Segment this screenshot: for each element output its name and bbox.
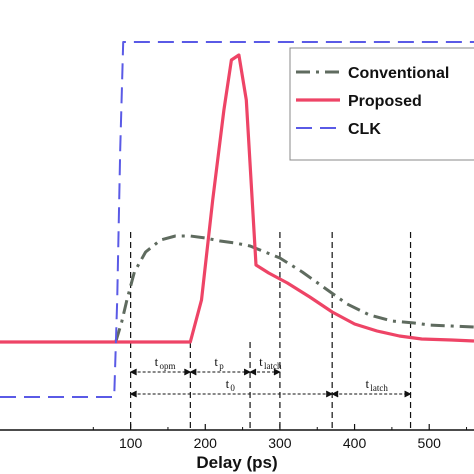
interval-arrow-left: [331, 390, 339, 398]
legend-label: Conventional: [348, 65, 449, 82]
x-tick-label: 500: [418, 435, 442, 451]
interval-label: t: [366, 376, 370, 391]
interval-arrow-left: [129, 368, 137, 376]
legend-box: [289, 47, 474, 161]
legend-label: CLK: [348, 121, 381, 138]
interval-label-sub: latch: [370, 383, 388, 393]
interval-label-sub: opm: [159, 361, 175, 371]
interval-arrow-left: [129, 390, 137, 398]
interval-label-sub: p: [219, 361, 224, 371]
legend-label: Proposed: [348, 93, 422, 110]
series-line-conventional: [0, 234, 474, 344]
x-tick-label: 300: [268, 435, 292, 451]
interval-arrow-right: [325, 390, 334, 398]
interval-arrow-left: [189, 368, 197, 376]
x-tick-label: 400: [343, 435, 367, 451]
interval-arrow-right: [184, 368, 192, 376]
interval-arrow-right: [243, 368, 251, 376]
interval-label: t: [214, 354, 218, 369]
x-axis-title: Delay (ps): [196, 453, 277, 472]
interval-arrow-left: [249, 368, 257, 376]
interval-label: t: [155, 354, 159, 369]
interval-label-sub: 0: [230, 383, 235, 393]
interval-label-sub: latch: [264, 361, 282, 371]
series-lines: [0, 41, 474, 398]
x-axis-ticks: 100 200 300 400 500: [92, 424, 468, 451]
interval-label: t: [259, 354, 263, 369]
x-tick-label: 200: [194, 435, 218, 451]
interval-arrow-right: [404, 390, 412, 398]
x-tick-label: 100: [119, 435, 143, 451]
interval-label: t: [226, 376, 230, 391]
series-line-proposed: [0, 53, 474, 344]
interval-arrow-right: [273, 368, 281, 376]
legend: Conventional Proposed CLK: [289, 47, 474, 161]
